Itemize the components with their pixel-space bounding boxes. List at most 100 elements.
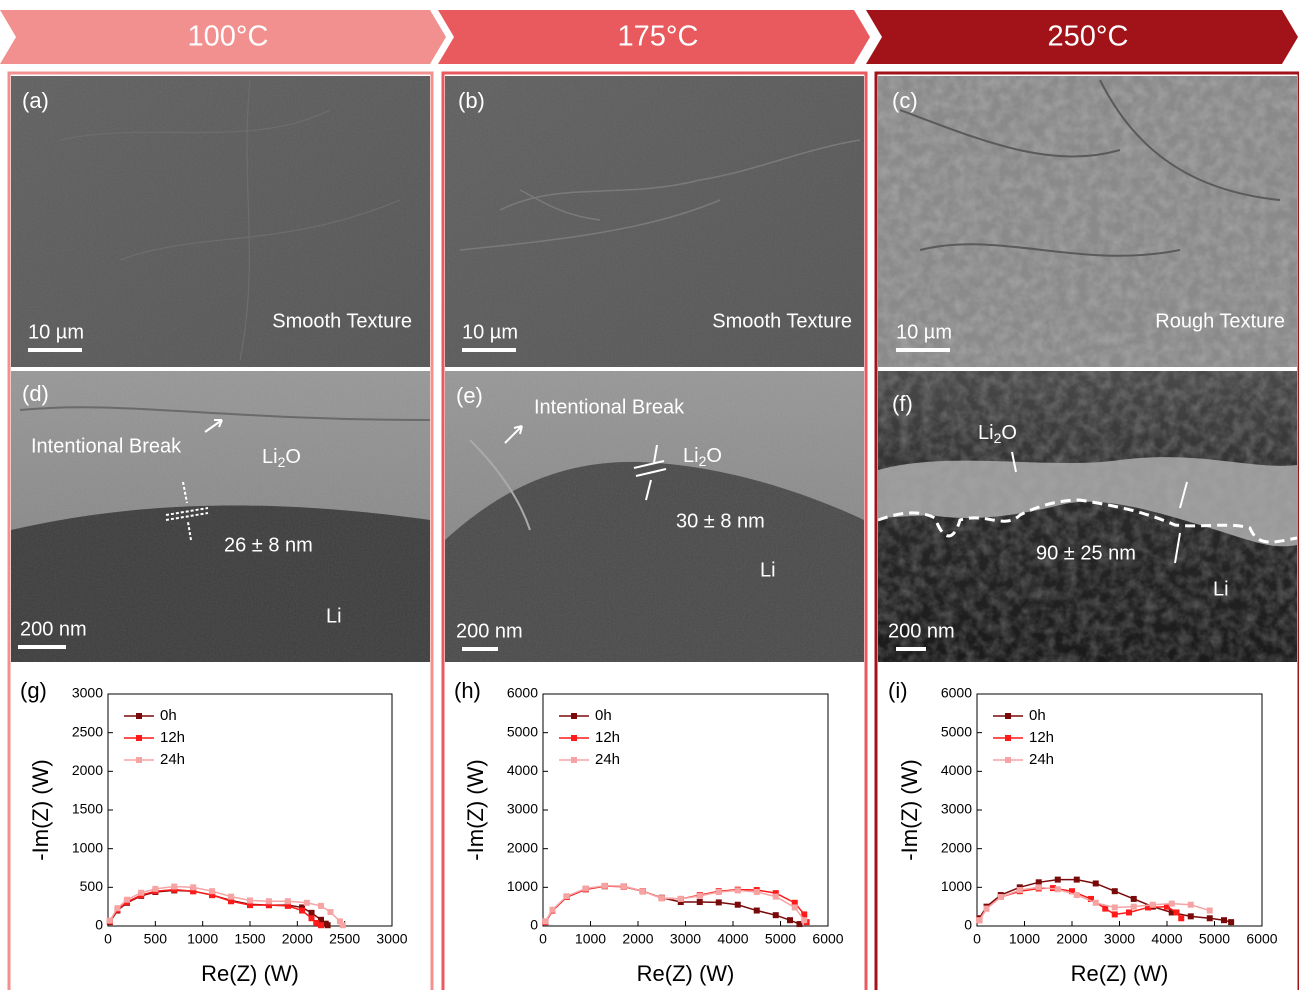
y-tick-label: 500 <box>80 878 104 894</box>
x-tick-label: 5000 <box>765 931 796 947</box>
y-axis-title: -Im(Z) (W) <box>897 759 922 860</box>
data-point <box>340 922 346 928</box>
scale-bar <box>462 647 498 651</box>
header-label: 175°C <box>618 21 699 53</box>
data-point <box>309 910 315 916</box>
header-label: 250°C <box>1048 21 1129 53</box>
data-point <box>735 902 741 908</box>
legend-label: 12h <box>595 729 620 746</box>
scale-bar-label: 10 µm <box>896 321 952 343</box>
data-point <box>678 896 684 902</box>
data-point <box>1102 906 1108 912</box>
data-point <box>1093 900 1099 906</box>
data-point <box>228 894 234 900</box>
legend-label: 24h <box>160 751 185 768</box>
legend-marker <box>571 757 577 763</box>
y-tick-label: 1000 <box>941 878 972 894</box>
annotation-part: O <box>285 446 301 468</box>
figure: 100°C 175°C 250°C (a) 10 µ <box>0 0 1299 990</box>
data-point <box>299 908 305 914</box>
data-point <box>1074 892 1080 898</box>
x-tick-label: 2000 <box>1056 931 1087 947</box>
x-tick-label: 2000 <box>622 931 653 947</box>
x-tick-label: 3000 <box>1104 931 1135 947</box>
legend-label: 24h <box>595 751 620 768</box>
y-tick-label: 0 <box>95 917 103 933</box>
data-point <box>1150 902 1156 908</box>
data-point <box>285 898 291 904</box>
header-label: 100°C <box>188 21 269 53</box>
data-point <box>318 903 324 909</box>
sem-image <box>878 371 1297 662</box>
panel-label: (c) <box>892 88 918 113</box>
annotation: Intentional Break <box>534 396 685 418</box>
panel-label: (b) <box>458 88 485 113</box>
x-tick-label: 500 <box>144 931 168 947</box>
data-point <box>564 893 570 899</box>
data-point <box>583 885 589 891</box>
data-point <box>1093 880 1099 886</box>
x-tick-label: 0 <box>539 931 547 947</box>
y-tick-label: 3000 <box>72 685 103 701</box>
data-point <box>1188 913 1194 919</box>
scale-bar <box>462 348 516 352</box>
x-tick-label: 5000 <box>1199 931 1230 947</box>
panel-label: (a) <box>22 88 49 113</box>
annotation-part: O <box>1001 422 1017 444</box>
annotation-part: Li <box>683 445 699 467</box>
data-point <box>1131 896 1137 902</box>
x-tick-label: 1500 <box>234 931 265 947</box>
x-tick-label: 1000 <box>575 931 606 947</box>
x-tick-label: 4000 <box>717 931 748 947</box>
annotation: Li <box>326 605 342 627</box>
data-point <box>325 922 331 928</box>
data-point <box>998 894 1004 900</box>
data-point <box>1174 909 1180 915</box>
data-point <box>327 909 333 915</box>
panel-label: (e) <box>456 383 483 408</box>
data-point <box>621 883 627 889</box>
data-point <box>716 899 722 905</box>
data-point <box>773 894 779 900</box>
y-axis-title: -Im(Z) (W) <box>463 759 488 860</box>
thickness: 90 ± 25 nm <box>1036 542 1136 564</box>
data-point <box>138 890 144 896</box>
legend-marker <box>136 713 142 719</box>
data-point <box>304 900 310 906</box>
plot-frame <box>108 694 392 926</box>
scale-bar-label: 200 nm <box>888 620 955 642</box>
data-point <box>1178 915 1184 921</box>
x-tick-label: 2500 <box>329 931 360 947</box>
scale-bar-label: 10 µm <box>28 321 84 343</box>
data-point <box>1207 915 1213 921</box>
x-tick-label: 2000 <box>282 931 313 947</box>
scale-bar <box>896 647 926 651</box>
texture-note: Rough Texture <box>1155 310 1285 332</box>
data-point <box>659 895 665 901</box>
y-tick-label: 0 <box>530 917 538 933</box>
data-point <box>697 893 703 899</box>
x-axis-title: Re(Z) (W) <box>201 961 299 986</box>
data-point <box>1036 884 1042 890</box>
annotation-part: 2 <box>994 430 1002 446</box>
legend-marker <box>1005 735 1011 741</box>
scale-bar <box>28 348 82 352</box>
data-point <box>190 884 196 890</box>
thickness: 30 ± 8 nm <box>676 510 765 532</box>
annotation: Li <box>760 559 776 581</box>
texture-note: Smooth Texture <box>272 310 412 332</box>
y-tick-label: 2000 <box>507 839 538 855</box>
page: 100°C 175°C 250°C (a) 10 µ <box>0 0 1299 990</box>
y-tick-label: 3000 <box>941 801 972 817</box>
data-point <box>1207 908 1213 914</box>
data-point <box>1074 877 1080 883</box>
annotation-part: Li <box>978 422 994 444</box>
x-tick-label: 0 <box>104 931 112 947</box>
y-tick-label: 4000 <box>941 762 972 778</box>
x-tick-label: 1000 <box>1009 931 1040 947</box>
y-tick-label: 1000 <box>507 878 538 894</box>
y-tick-label: 4000 <box>507 762 538 778</box>
legend-marker <box>1005 713 1011 719</box>
y-tick-label: 1500 <box>72 801 103 817</box>
data-point <box>318 922 324 928</box>
